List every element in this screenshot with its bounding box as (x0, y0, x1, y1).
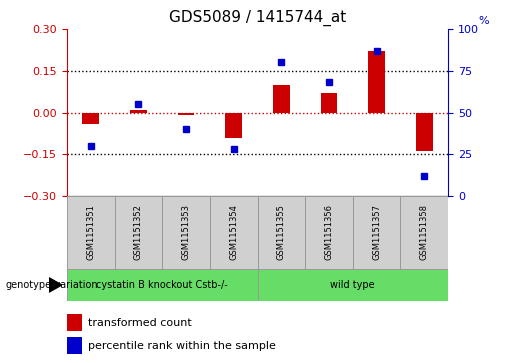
FancyBboxPatch shape (258, 269, 448, 301)
Text: GSM1151355: GSM1151355 (277, 204, 286, 260)
Bar (368, 51, 385, 113)
Text: GSM1151356: GSM1151356 (324, 204, 333, 260)
FancyBboxPatch shape (162, 196, 210, 269)
Text: GSM1151351: GSM1151351 (87, 204, 95, 260)
Bar (82, 113, 99, 124)
FancyBboxPatch shape (210, 196, 258, 269)
FancyBboxPatch shape (258, 196, 305, 269)
Text: %: % (478, 16, 489, 26)
FancyBboxPatch shape (67, 196, 114, 269)
Bar (178, 113, 194, 115)
Text: percentile rank within the sample: percentile rank within the sample (88, 340, 276, 351)
Polygon shape (49, 278, 62, 292)
Bar (226, 113, 242, 138)
FancyBboxPatch shape (305, 196, 353, 269)
Bar (67, 337, 82, 354)
Text: GSM1151357: GSM1151357 (372, 204, 381, 260)
Text: GSM1151358: GSM1151358 (420, 204, 428, 260)
Bar (416, 113, 433, 151)
FancyBboxPatch shape (114, 196, 162, 269)
Text: GSM1151354: GSM1151354 (229, 204, 238, 260)
FancyBboxPatch shape (67, 269, 258, 301)
Text: GSM1151353: GSM1151353 (182, 204, 191, 260)
Text: GSM1151352: GSM1151352 (134, 204, 143, 260)
Bar (130, 110, 147, 113)
Bar (273, 85, 289, 113)
Title: GDS5089 / 1415744_at: GDS5089 / 1415744_at (169, 10, 346, 26)
Bar (67, 314, 82, 331)
Text: wild type: wild type (331, 280, 375, 290)
Text: cystatin B knockout Cstb-/-: cystatin B knockout Cstb-/- (96, 280, 228, 290)
FancyBboxPatch shape (353, 196, 401, 269)
Bar (321, 93, 337, 113)
FancyBboxPatch shape (401, 196, 448, 269)
Text: genotype/variation: genotype/variation (5, 280, 98, 290)
Text: transformed count: transformed count (88, 318, 192, 328)
